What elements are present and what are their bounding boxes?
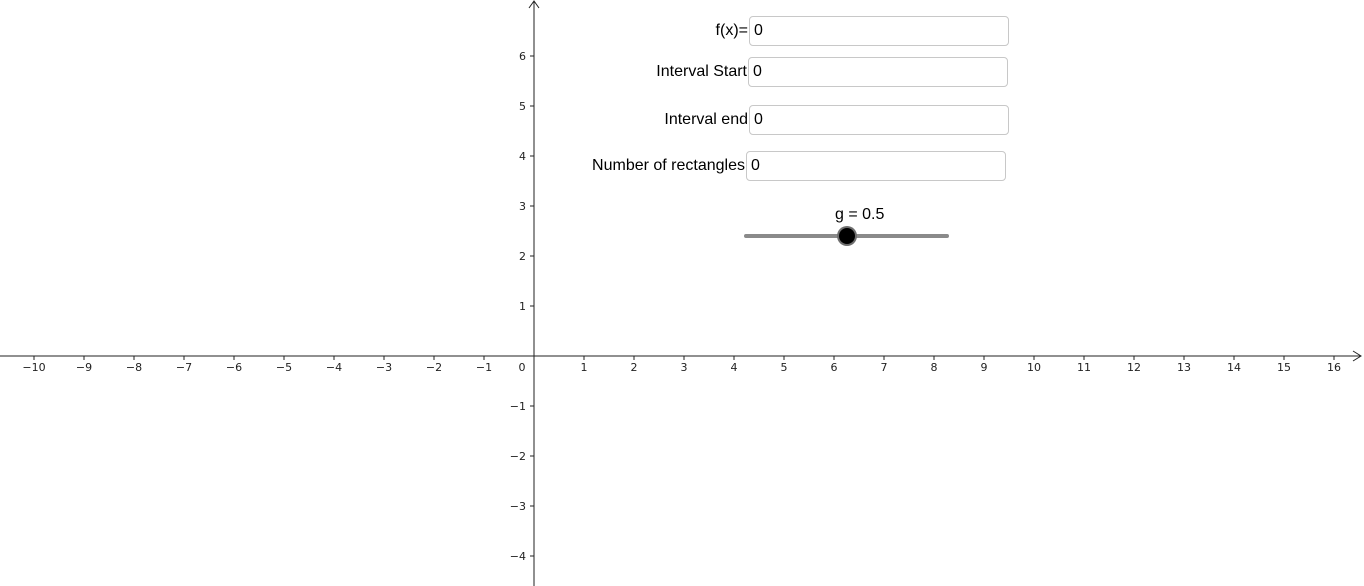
x-tick-label: 7 [881, 361, 888, 374]
y-tick-label: −4 [510, 550, 526, 563]
fx-label: f(x)= [715, 22, 748, 39]
x-tick-label: −10 [22, 361, 45, 374]
y-tick-label: −2 [510, 450, 526, 463]
slider-knob[interactable] [838, 228, 855, 244]
y-tick-label: 6 [519, 50, 526, 63]
y-tick-label: 2 [519, 250, 526, 263]
interval-start-input[interactable] [748, 57, 1008, 87]
x-tick-label: −4 [326, 361, 342, 374]
x-tick-label: 11 [1077, 361, 1091, 374]
x-tick-label: −2 [426, 361, 442, 374]
x-tick-label: −1 [476, 361, 492, 374]
x-tick-label: −6 [226, 361, 242, 374]
interval-end-label: Interval end [664, 111, 748, 128]
x-tick-label: 6 [831, 361, 838, 374]
origin-label: 0 [519, 361, 526, 374]
x-tick-label: −3 [376, 361, 392, 374]
x-tick-label: 9 [981, 361, 988, 374]
x-ticks: −10 −9 −8 −7 −6 −5 −4 −3 −2 −1 1 2 3 4 5 6 7 8 9 10 11 12 13 14… [22, 356, 1341, 374]
x-tick-label: 16 [1327, 361, 1341, 374]
x-tick-label: −9 [76, 361, 92, 374]
x-tick-label: 13 [1177, 361, 1191, 374]
y-tick-label: 3 [519, 200, 526, 213]
y-tick-label: 5 [519, 100, 526, 113]
x-tick-label: 5 [781, 361, 788, 374]
x-tick-label: −7 [176, 361, 192, 374]
interval-end-input[interactable] [749, 105, 1009, 135]
x-tick-label: −5 [276, 361, 292, 374]
y-tick-label: 1 [519, 300, 526, 313]
y-tick-label: −1 [510, 400, 526, 413]
y-tick-label: −3 [510, 500, 526, 513]
x-tick-label: 1 [581, 361, 588, 374]
x-tick-label: 8 [931, 361, 938, 374]
x-tick-label: 3 [681, 361, 688, 374]
interval-start-label: Interval Start [656, 63, 747, 80]
x-tick-label: 12 [1127, 361, 1141, 374]
y-ticks: −4 −3 −2 −1 1 2 3 4 5 6 [510, 50, 534, 563]
fx-input[interactable] [749, 16, 1009, 46]
x-tick-label: 15 [1277, 361, 1291, 374]
rectangles-input[interactable] [746, 151, 1006, 181]
x-tick-label: 2 [631, 361, 638, 374]
x-tick-label: 10 [1027, 361, 1041, 374]
rectangles-label: Number of rectangles [592, 157, 745, 174]
x-tick-label: 14 [1227, 361, 1241, 374]
x-tick-label: 4 [731, 361, 738, 374]
y-axis-arrow-icon [528, 0, 540, 9]
slider-value-label: g = 0.5 [835, 206, 885, 223]
y-tick-label: 4 [519, 150, 526, 163]
x-tick-label: −8 [126, 361, 142, 374]
x-axis-arrow-icon [1352, 350, 1362, 362]
